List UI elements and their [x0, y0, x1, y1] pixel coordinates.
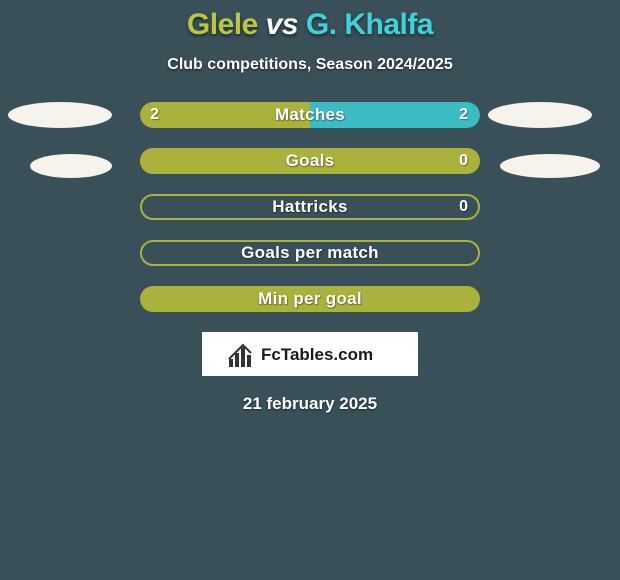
- stat-label: Matches: [140, 102, 480, 128]
- vs-label: vs: [266, 8, 298, 41]
- date-label: 21 february 2025: [0, 394, 620, 414]
- stat-label: Goals per match: [140, 240, 480, 266]
- badge-text: FcTables.com: [261, 345, 373, 364]
- stat-label: Hattricks: [140, 194, 480, 220]
- stat-row: Goals per match: [0, 240, 620, 266]
- stat-row: Min per goal: [0, 286, 620, 312]
- stat-row: Matches2 2: [0, 102, 620, 128]
- source-badge: FcTables.com: [202, 332, 418, 376]
- stat-row: Goals0: [0, 148, 620, 174]
- stat-label: Goals: [140, 148, 480, 174]
- stat-row: Hattricks0: [0, 194, 620, 220]
- stat-label: Min per goal: [140, 286, 480, 312]
- subtitle: Club competitions, Season 2024/2025: [0, 56, 620, 74]
- page-title: Glele vs G. Khalfa: [0, 0, 620, 42]
- stat-value-right: 2: [459, 102, 468, 128]
- fctables-logo-icon: FcTables.com: [225, 339, 395, 369]
- comparison-infographic: Glele vs G. Khalfa Club competitions, Se…: [0, 0, 620, 414]
- stat-value-right: 0: [459, 194, 468, 220]
- stats-area: Matches22Goals0Hattricks0Goals per match…: [0, 102, 620, 312]
- stat-value-left: 2: [150, 102, 159, 128]
- stat-value-right: 0: [459, 148, 468, 174]
- player1-name: Glele: [187, 8, 258, 41]
- player2-name: G. Khalfa: [306, 8, 433, 41]
